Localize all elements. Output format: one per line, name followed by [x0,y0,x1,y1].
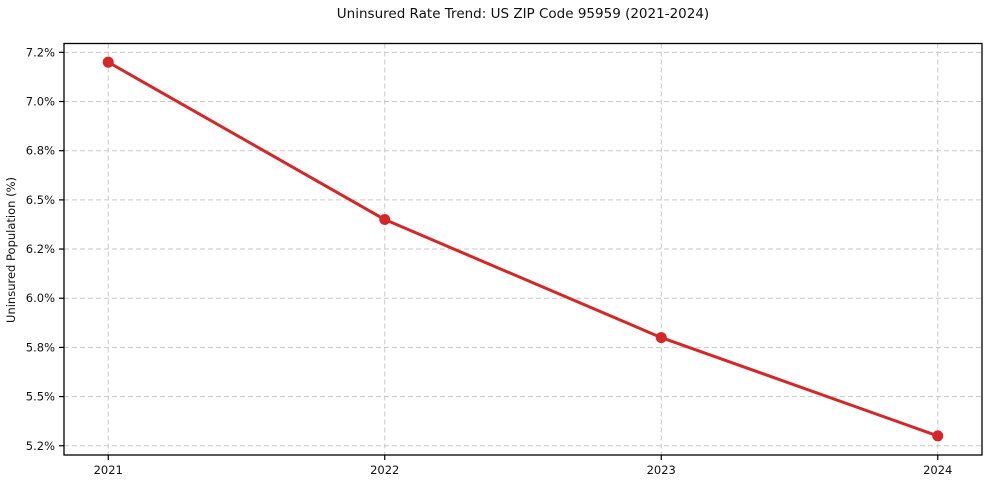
y-tick-label: 5.2% [26,439,55,453]
y-tick-label: 6.2% [26,242,55,256]
x-tick-label: 2024 [923,463,952,477]
y-tick-label: 7.0% [26,95,55,109]
chart-title: Uninsured Rate Trend: US ZIP Code 95959 … [336,6,710,22]
data-point [379,214,391,226]
x-tick-label: 2023 [647,463,676,477]
y-axis-label: Uninsured Population (%) [4,177,18,323]
y-tick-label: 6.8% [26,144,55,158]
x-tick-label: 2021 [94,463,123,477]
y-tick-label: 6.0% [26,291,55,305]
y-tick-label: 5.8% [26,340,55,354]
x-tick-label: 2022 [370,463,399,477]
data-point [655,332,667,344]
trend-line [107,60,939,438]
y-tick-label: 7.2% [26,45,55,59]
data-point [102,56,114,68]
y-tick-label: 6.5% [26,193,55,207]
y-tick-label: 5.5% [26,390,55,404]
data-point [932,430,944,442]
